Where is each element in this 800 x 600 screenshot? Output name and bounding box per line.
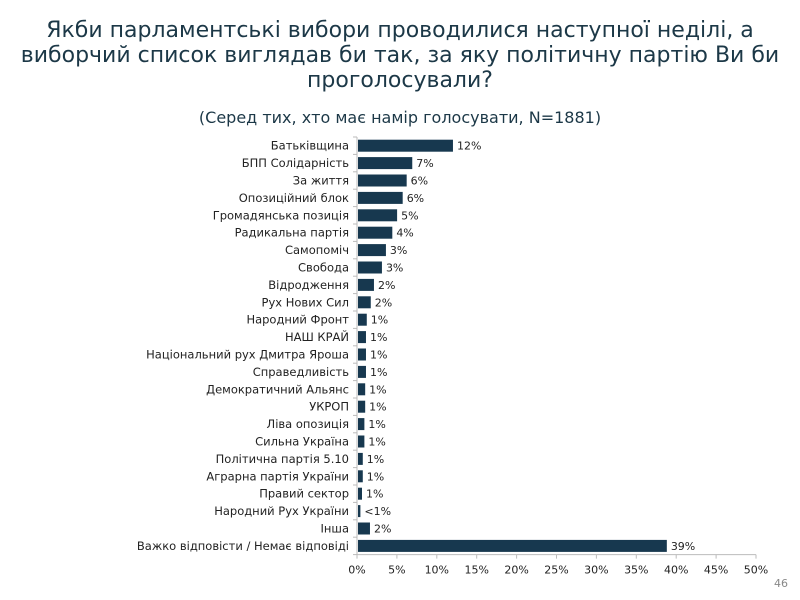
bar — [358, 209, 398, 222]
chart-title: Якби парламентські вибори проводилися на… — [20, 18, 780, 93]
x-tick-label: 5% — [388, 564, 405, 577]
category-label: Інша — [321, 522, 349, 536]
x-tick-label: 40% — [664, 564, 688, 577]
x-tick-label: 10% — [425, 564, 449, 577]
data-label: 1% — [366, 488, 383, 501]
x-tick-label: 25% — [544, 564, 568, 577]
data-label: 5% — [401, 209, 418, 222]
category-label: Радикальна партія — [235, 226, 349, 240]
x-tick-label: 30% — [584, 564, 608, 577]
category-label: Рух Нових Сил — [262, 295, 349, 309]
category-label: БПП Солідарність — [242, 156, 349, 170]
bar — [358, 296, 371, 309]
category-label: Опозиційний блок — [239, 191, 349, 205]
bar — [358, 470, 363, 483]
x-tick-label: 20% — [504, 564, 528, 577]
category-label: Національний рух Дмитра Яроша — [146, 348, 349, 362]
category-label: Свобода — [298, 261, 349, 275]
category-label: НАШ КРАЙ — [285, 329, 349, 344]
category-label: УКРОП — [309, 400, 349, 414]
bar — [358, 331, 366, 344]
data-label: 1% — [370, 349, 387, 362]
bar — [358, 313, 367, 326]
data-label: 1% — [368, 418, 385, 431]
bar — [358, 191, 403, 204]
data-label: 6% — [407, 192, 424, 205]
page-number: 46 — [774, 577, 788, 590]
bar — [358, 435, 365, 448]
category-label: За життя — [293, 174, 349, 188]
bar — [358, 505, 361, 518]
data-label: 12% — [457, 140, 481, 153]
data-label: 39% — [671, 540, 695, 553]
category-label: Політична партія 5.10 — [216, 452, 349, 466]
bar — [358, 400, 366, 413]
chart-subtitle: (Серед тих, хто має намір голосувати, N=… — [198, 108, 602, 127]
data-label: 7% — [416, 157, 433, 170]
category-label: Ліва опозиція — [267, 417, 349, 431]
data-label: 1% — [367, 470, 384, 483]
category-label: Самопоміч — [285, 243, 349, 257]
x-tick-label: 50% — [744, 564, 768, 577]
x-tick-label: 0% — [348, 564, 365, 577]
data-label: 1% — [368, 436, 385, 449]
bar — [358, 174, 407, 187]
bar — [358, 278, 374, 291]
category-label: Відродження — [268, 278, 349, 292]
data-label: 4% — [396, 227, 413, 240]
x-tick-label: 35% — [624, 564, 648, 577]
bar — [358, 157, 413, 170]
category-label: Справедливість — [253, 365, 350, 379]
category-label: Батьківщина — [271, 139, 349, 153]
category-label: Громадянська позиція — [213, 208, 349, 222]
x-tick-label: 15% — [464, 564, 488, 577]
data-label: 1% — [369, 401, 386, 414]
bar — [358, 261, 382, 274]
bar — [358, 522, 370, 535]
bar — [358, 418, 365, 431]
bar — [358, 487, 362, 500]
data-label: 6% — [411, 175, 428, 188]
category-label: Демократичний Альянс — [206, 382, 349, 396]
category-label: Сильна Україна — [255, 435, 349, 449]
bar — [358, 365, 366, 378]
bar — [358, 139, 453, 152]
data-label: 3% — [386, 262, 403, 275]
category-label: Народний Рух України — [214, 504, 349, 518]
data-label: 1% — [370, 366, 387, 379]
data-label: 1% — [370, 331, 387, 344]
bar — [358, 452, 363, 465]
data-label: 2% — [375, 296, 392, 309]
bar — [358, 383, 366, 396]
data-label: 1% — [371, 314, 388, 327]
category-label: Аграрна партія України — [206, 469, 349, 483]
data-label: 2% — [374, 523, 391, 536]
data-label: 3% — [390, 244, 407, 257]
data-label: 1% — [369, 383, 386, 396]
data-label: <1% — [364, 505, 391, 518]
category-label: Правий сектор — [259, 487, 349, 501]
bar — [358, 226, 393, 239]
data-label: 2% — [378, 279, 395, 292]
bar — [358, 244, 386, 257]
bar — [358, 539, 667, 552]
data-label: 1% — [367, 453, 384, 466]
bar — [358, 348, 366, 361]
x-tick-label: 45% — [704, 564, 728, 577]
category-label: Важко відповісти / Немає відповіді — [137, 539, 349, 553]
category-label: Народний Фронт — [246, 313, 349, 327]
